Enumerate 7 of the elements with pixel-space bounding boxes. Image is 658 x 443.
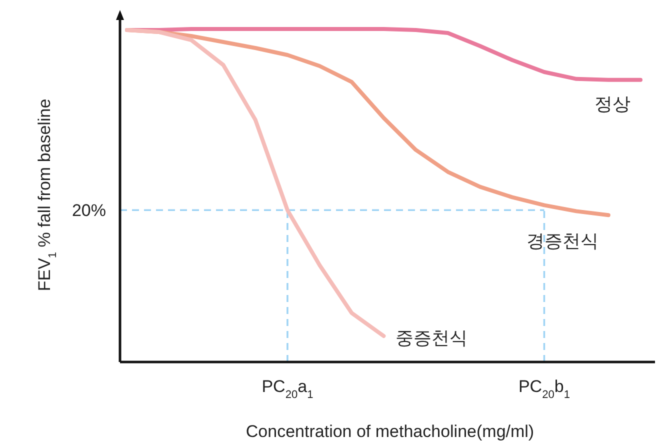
text: 20%	[72, 201, 106, 220]
series-label: 경증천식	[526, 231, 598, 252]
x-tick-label: PC$_{20}$b$_{1}$	[518, 377, 570, 401]
x-tick-label: PC$_{20}$a$_{1}$	[262, 377, 314, 401]
x-axis-title: Concentration of methacholine(mg/ml)	[246, 422, 534, 441]
series-label: 중증천식	[396, 328, 468, 348]
series-label: 정상	[594, 94, 630, 114]
